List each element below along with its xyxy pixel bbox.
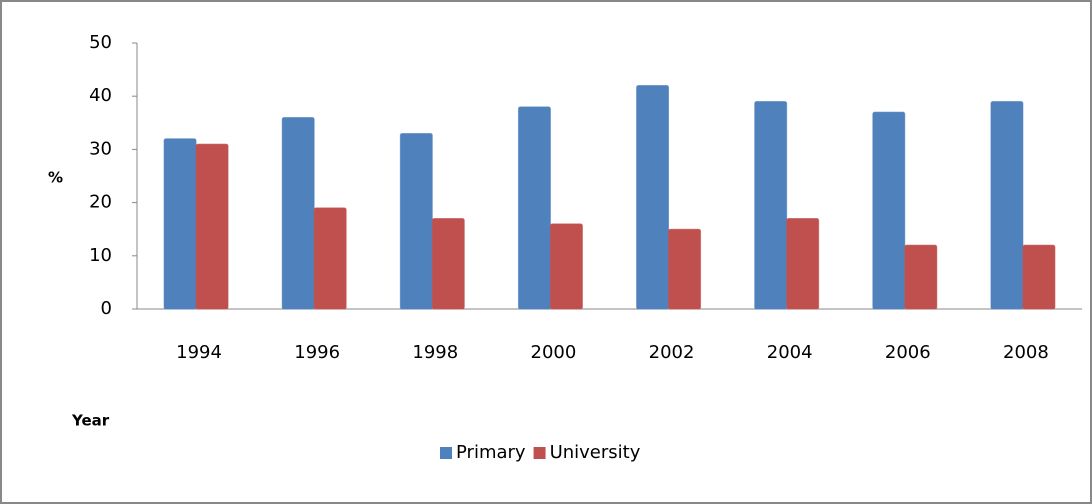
bar (517, 106, 551, 310)
bar (281, 116, 315, 310)
bar (313, 207, 347, 310)
legend-label: Primary (456, 442, 526, 463)
y-tick-label: 40 (89, 85, 112, 106)
bar (786, 218, 820, 310)
x-tick-label: 2002 (649, 342, 695, 363)
bar (636, 85, 670, 310)
x-tick-label: 1994 (176, 342, 222, 363)
bar (668, 228, 702, 310)
x-tick-label: 2000 (531, 342, 577, 363)
bar (399, 132, 433, 310)
bar (1022, 244, 1056, 310)
x-tick-label: 1996 (294, 342, 340, 363)
y-tick-label: 10 (89, 245, 112, 266)
bar (163, 138, 197, 310)
bar (990, 101, 1024, 310)
legend-label: University (550, 442, 641, 463)
bar (431, 218, 465, 310)
legend-swatch (533, 447, 546, 459)
y-tick-label: 20 (89, 192, 112, 213)
y-tick-label: 50 (89, 32, 112, 53)
bar (754, 101, 788, 310)
y-axis-label: % (48, 169, 63, 187)
bar (195, 143, 229, 310)
bar (549, 223, 583, 310)
x-tick-label: 2008 (1003, 342, 1049, 363)
bar (872, 111, 906, 310)
x-tick-label: 2006 (885, 342, 931, 363)
y-tick-label: 30 (89, 138, 112, 159)
legend-swatch (440, 447, 452, 459)
bar (904, 244, 938, 310)
y-tick-label: 0 (101, 298, 112, 319)
x-axis-label: Year (71, 412, 110, 430)
x-tick-label: 2004 (767, 342, 813, 363)
x-tick-label: 1998 (412, 342, 458, 363)
